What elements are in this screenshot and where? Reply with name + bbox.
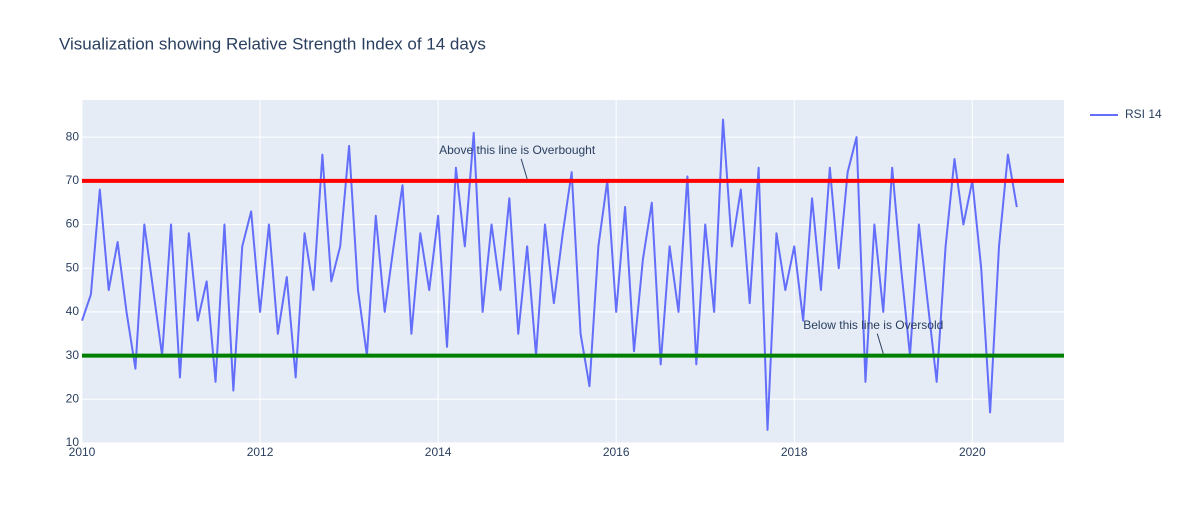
y-tick-label: 30 [66,348,80,362]
y-tick-label: 20 [66,391,80,405]
y-tick-label: 80 [66,129,80,143]
x-tick-label: 2014 [425,445,452,459]
legend-label: RSI 14 [1125,107,1162,121]
y-tick-label: 40 [66,304,80,318]
annotation-arrow [520,158,528,179]
annotation-arrow [876,333,884,354]
rsi-line [81,118,1018,431]
chart-title: Visualization showing Relative Strength … [59,34,486,53]
x-tick-label: 2010 [69,445,96,459]
plot-area [82,100,1064,443]
x-tick-label: 2016 [603,445,630,459]
x-tick-label: 2020 [959,445,986,459]
y-tick-label: 10 [66,435,80,449]
x-tick-label: 2018 [781,445,808,459]
annotation-text: Above this line is Overbought [439,143,596,157]
annotation-text: Below this line is Oversold [803,318,943,332]
x-tick-label: 2012 [247,445,274,459]
y-tick-label: 50 [66,260,80,274]
y-tick-label: 60 [66,217,80,231]
y-tick-label: 70 [66,173,80,187]
